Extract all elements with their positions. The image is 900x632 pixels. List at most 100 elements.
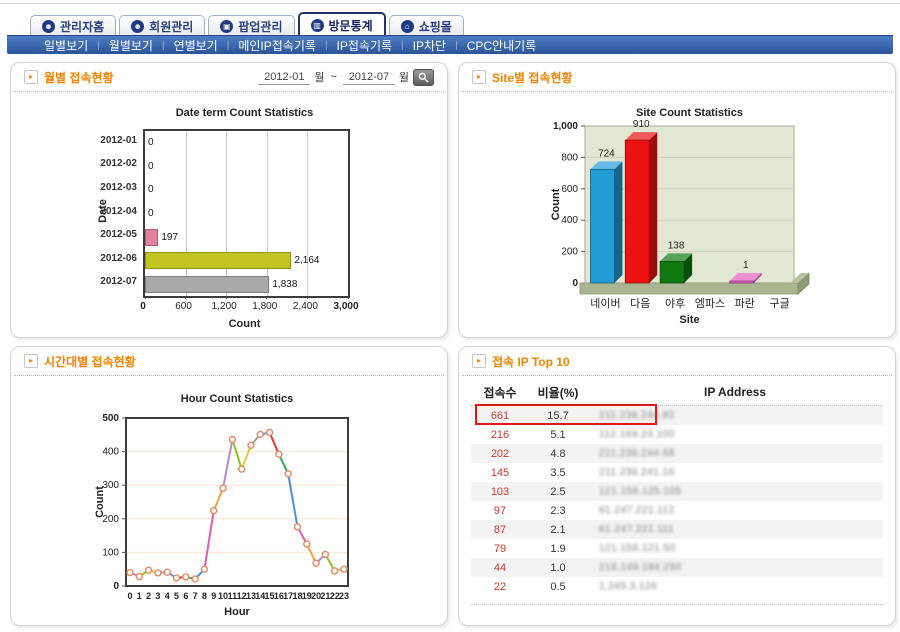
- cell-ratio: 1.9: [529, 543, 587, 555]
- category-label: 2012-01: [29, 135, 137, 146]
- popup-window-icon: ▣: [220, 20, 233, 33]
- category-label: 2012-03: [29, 182, 137, 193]
- subnav-item-연별보기[interactable]: 연별보기: [165, 37, 227, 54]
- floor-front: [580, 283, 798, 294]
- cell-ip: 61.247.221.112: [587, 505, 883, 516]
- header-ratio: 비율(%): [529, 384, 587, 401]
- gridline: [226, 131, 227, 296]
- subnav-item-IP접속기록[interactable]: IP접속기록: [328, 37, 402, 54]
- data-point: [285, 471, 291, 477]
- tab-팝업관리[interactable]: ▣팝업관리: [208, 15, 294, 37]
- data-point: [239, 466, 245, 472]
- category-label: 2012-04: [29, 206, 137, 217]
- x-tick-label: 1,200: [204, 301, 244, 312]
- cell-ratio: 0.5: [529, 581, 587, 593]
- data-point: [155, 570, 161, 576]
- plot-area: 00001972,1641,838: [143, 129, 350, 298]
- range-tilde: ~: [330, 71, 336, 83]
- site-access-panel: ▸ Site별 접속현황 Site Count Statistics020040…: [458, 62, 896, 338]
- category-label: 2012-06: [29, 253, 137, 264]
- table-row: 972.361.247.221.112: [471, 501, 883, 520]
- tab-방문통계[interactable]: ▥ 방문통계: [298, 12, 386, 37]
- panel-header: ▸ 월별 접속현황 월 ~ 월: [14, 63, 444, 92]
- category-label: 2012-02: [29, 158, 137, 169]
- data-point: [313, 560, 319, 566]
- cell-count: 44: [471, 562, 529, 574]
- data-point: [332, 568, 338, 574]
- main-tab-bar: ☻관리자홈☻회원관리▣팝업관리 ▥ 방문통계 ⌂쇼핑몰: [30, 12, 464, 37]
- gridline: [307, 131, 308, 296]
- axis-label: 3: [155, 591, 160, 601]
- bar: [660, 261, 684, 283]
- ip-top10-table: 접속수비율(%)IP Address66115.7211.236.244.822…: [471, 379, 883, 605]
- sub-nav-bar: 일별보기|월별보기|연별보기|메인IP접속기록|IP접속기록|IP차단|CPC안…: [7, 35, 893, 54]
- axis-label: 724: [598, 148, 615, 159]
- gridline: [186, 131, 187, 296]
- data-point: [174, 575, 180, 581]
- bar-value: 0: [148, 137, 154, 148]
- tick-mark: [226, 296, 227, 299]
- axis-label: 7: [193, 591, 198, 601]
- tick-mark: [348, 296, 349, 299]
- data-point: [146, 567, 152, 573]
- magnifier-icon: [418, 72, 429, 83]
- subnav-item-메인IP접속기록[interactable]: 메인IP접속기록: [229, 37, 325, 54]
- x-tick-label: 2,400: [285, 301, 325, 312]
- cell-count: 145: [471, 467, 529, 479]
- data-point: [341, 566, 347, 572]
- cell-ip: 112.169.23.100: [587, 429, 883, 440]
- panel-header: ▸ Site별 접속현황: [462, 63, 892, 92]
- subnav-item-일별보기[interactable]: 일별보기: [35, 37, 97, 54]
- tab-label: 방문통계: [329, 17, 373, 34]
- date-from-input[interactable]: [258, 70, 310, 85]
- bar-value: 0: [148, 184, 154, 195]
- header-count: 접속수: [471, 384, 529, 401]
- date-range-controls: 월 ~ 월: [258, 69, 434, 86]
- table-row: 441.0218.149.184.250: [471, 558, 883, 577]
- home-icon: ⌂: [401, 20, 414, 33]
- data-point: [183, 574, 189, 580]
- axis-label: 100: [102, 547, 119, 558]
- tab-관리자홈[interactable]: ☻관리자홈: [30, 15, 116, 37]
- cell-count: 216: [471, 429, 529, 441]
- subnav-item-월별보기[interactable]: 월별보기: [100, 37, 162, 54]
- panel-title: 접속 IP Top 10: [492, 353, 570, 370]
- tab-회원관리[interactable]: ☻회원관리: [119, 15, 205, 37]
- date-to-input[interactable]: [343, 70, 395, 85]
- data-point: [127, 570, 133, 576]
- person-icon: ☻: [131, 20, 144, 33]
- cell-ratio: 3.5: [529, 467, 587, 479]
- table-bottom-divider: [471, 604, 883, 605]
- axis-label: 0: [127, 591, 132, 601]
- axis-label: 5: [174, 591, 179, 601]
- cell-ratio: 2.1: [529, 524, 587, 536]
- axis-label: 6: [183, 591, 188, 601]
- tab-쇼핑몰[interactable]: ⌂쇼핑몰: [389, 15, 464, 37]
- category-label: 2012-05: [29, 229, 137, 240]
- bar-chart-icon: ▥: [311, 19, 324, 32]
- cell-ratio: 15.7: [529, 410, 587, 422]
- axis-label: 2: [146, 591, 151, 601]
- bar-side: [649, 132, 657, 283]
- cell-ip: 218.149.184.250: [587, 562, 883, 573]
- cell-ip: 211.236.244.82: [587, 410, 883, 421]
- cell-ratio: 5.1: [529, 429, 587, 441]
- subnav-item-CPC안내기록[interactable]: CPC안내기록: [458, 37, 546, 54]
- axis-label: 9: [211, 591, 216, 601]
- bar-value: 1,838: [272, 279, 297, 290]
- axis-label: Count: [550, 188, 562, 220]
- data-point: [220, 485, 226, 491]
- hourly-access-panel: ▸ 시간대별 접속현황 Hour Count Statistics0100200…: [10, 346, 448, 626]
- month-label: 월: [399, 69, 409, 85]
- cell-count: 202: [471, 448, 529, 460]
- cell-ip: 121.156.121.50: [587, 543, 883, 554]
- table-row: 66115.7211.236.244.82: [471, 406, 883, 425]
- subnav-item-IP차단[interactable]: IP차단: [404, 37, 455, 54]
- x-tick-label: 0: [123, 301, 163, 312]
- tick-mark: [266, 296, 267, 299]
- bar-side: [614, 161, 622, 283]
- data-point: [211, 508, 217, 514]
- cell-ip: 211.236.244.68: [587, 448, 883, 459]
- search-button[interactable]: [413, 69, 434, 86]
- panel-header: ▸ 시간대별 접속현황: [14, 347, 444, 376]
